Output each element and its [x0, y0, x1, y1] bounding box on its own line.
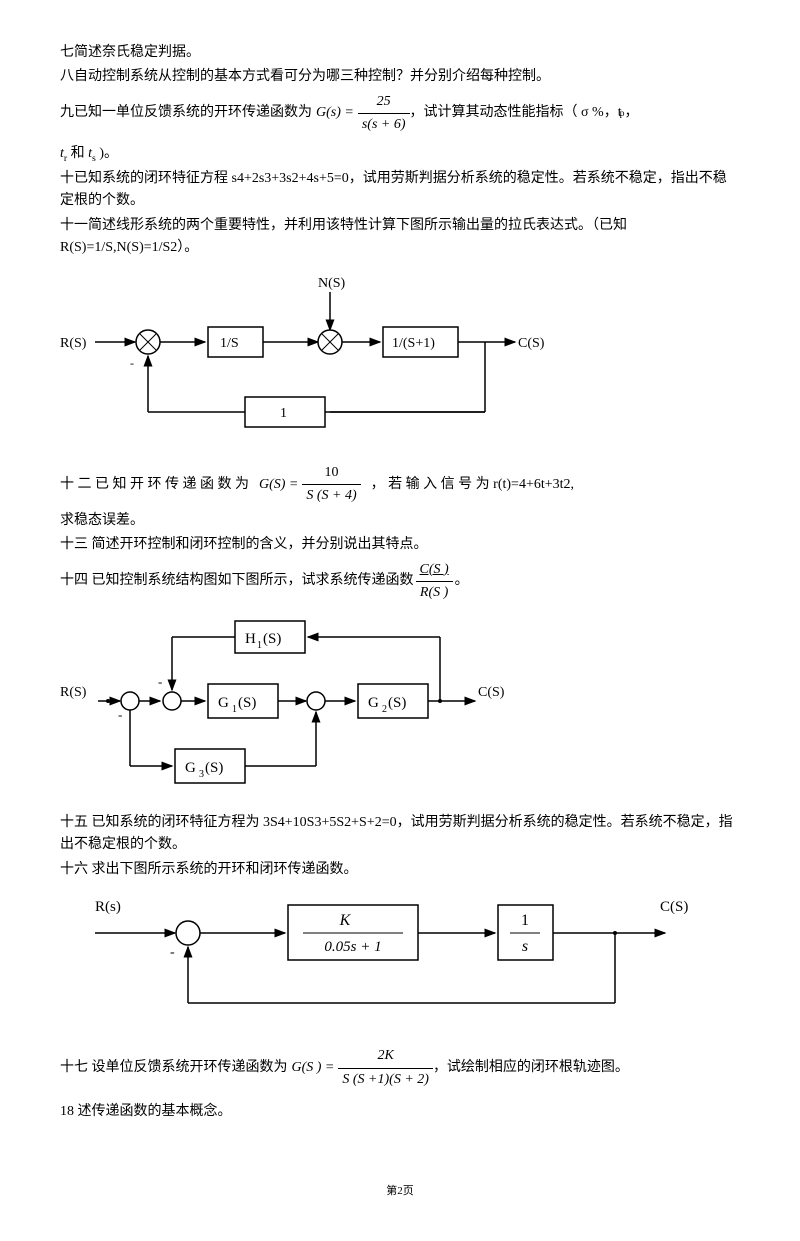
- q17-gs-label: G(S ) =: [292, 1057, 335, 1079]
- svg-text:-: -: [170, 945, 175, 960]
- q9-fraction: 25 s(s + 6): [358, 91, 410, 137]
- d2-rs-label: R(S): [60, 685, 87, 700]
- q8-text: 八自动控制系统从控制的基本方式看可分为哪三种控制？并分别介绍每种控制。: [60, 66, 740, 88]
- q9-line1: 九已知一单位反馈系统的开环传递函数为 G(s) = 25 s(s + 6) ，试…: [60, 91, 740, 137]
- q17-fraction: 2K S (S +1)(S + 2): [338, 1045, 433, 1091]
- q12-line1: 十 二 已 知 开 环 传 递 函 数 为 G(S) = 10 S (S + 4…: [60, 462, 740, 508]
- q13-text: 十三 简述开环控制和闭环控制的含义，并分别说出其特点。: [60, 534, 740, 556]
- q9-text-a: 九已知一单位反馈系统的开环传递函数为: [60, 102, 312, 124]
- q14-frac-den: R(S ): [416, 582, 453, 604]
- q9-sub-r: r: [64, 152, 67, 163]
- q14-fraction: C(S ) R(S ): [416, 559, 453, 605]
- svg-text:1: 1: [232, 704, 237, 715]
- page-footer: 第2页: [60, 1183, 740, 1201]
- diagram-1-svg: N(S) R(S) - 1/S 1/(S+1) C(S) 1: [60, 272, 560, 442]
- d3-cs-label: C(S): [660, 899, 688, 915]
- q9-text-b: ，试计算其动态性能指标（ σ %，t: [410, 102, 622, 124]
- q14-frac-num: C(S ): [416, 559, 453, 582]
- d3-rs-label: R(s): [95, 899, 121, 915]
- q14-text-a: 十四 已知控制系统结构图如下图所示，试求系统传递函数: [60, 570, 414, 592]
- q9-and: 和: [71, 146, 89, 161]
- q9-gs-label: G(s) =: [316, 102, 354, 124]
- diagram-2-svg: H 1 (S) - R(S) - G 1 (S) G 2 (S) C(S) G …: [60, 616, 520, 791]
- svg-text:(S): (S): [263, 631, 281, 647]
- d3-b1-num: K: [339, 912, 352, 929]
- q14-text-b: 。: [455, 570, 469, 592]
- d1-box2: 1/(S+1): [392, 336, 435, 351]
- d1-cs-label: C(S): [518, 336, 545, 351]
- svg-text:G: G: [185, 760, 196, 776]
- q10-text: 十已知系统的闭环特征方程 s4+2s3+3s2+4s+5=0，试用劳斯判据分析系…: [60, 168, 740, 213]
- q9-frac-den: s(s + 6): [358, 114, 410, 136]
- d2-cs-label: C(S): [478, 685, 505, 700]
- svg-text:(S): (S): [205, 760, 223, 776]
- q12-line2: 求稳态误差。: [60, 510, 740, 532]
- q12-fraction: 10 S (S + 4): [302, 462, 360, 508]
- d1-ns-label: N(S): [318, 276, 346, 291]
- q17-text-b: ，试绘制相应的闭环根轨迹图。: [433, 1057, 629, 1079]
- q12-frac-den: S (S + 4): [302, 485, 360, 507]
- q17-text-a: 十七 设单位反馈系统开环传递函数为: [60, 1057, 288, 1079]
- diagram-3: R(s) - K 0.05s + 1 1 s C(S): [60, 893, 740, 1031]
- q9-line2: tr 和 ts )。: [60, 143, 740, 166]
- q11-text: 十一简述线形系统的两个重要特性，并利用该特性计算下图所示输出量的拉氏表达式。（已…: [60, 215, 740, 260]
- svg-text:(S): (S): [238, 695, 256, 711]
- d1-box1: 1/S: [220, 336, 239, 351]
- q12-text-b: ， 若 输 入 信 号 为 r(t)=4+6t+3t2,: [371, 474, 574, 496]
- q18-text: 18 述传递函数的基本概念。: [60, 1101, 740, 1123]
- q12-frac-num: 10: [302, 462, 360, 485]
- q17-frac-den: S (S +1)(S + 2): [338, 1069, 433, 1091]
- q9-paren: )。: [99, 146, 118, 161]
- q15-text: 十五 已知系统的闭环特征方程为 3S4+10S3+5S2+S+2=0，试用劳斯判…: [60, 812, 740, 857]
- svg-text:-: -: [118, 707, 122, 722]
- svg-text:3: 3: [199, 769, 204, 780]
- svg-text:G: G: [368, 695, 379, 711]
- d3-b2-num: 1: [521, 912, 529, 929]
- d1-rs-label: R(S): [60, 336, 87, 351]
- q7-text: 七简述奈氏稳定判据。: [60, 42, 740, 64]
- d3-b1-den: 0.05s + 1: [324, 939, 381, 955]
- svg-text:-: -: [130, 356, 134, 370]
- q17-line: 十七 设单位反馈系统开环传递函数为 G(S ) = 2K S (S +1)(S …: [60, 1045, 740, 1091]
- q14-line: 十四 已知控制系统结构图如下图所示，试求系统传递函数 C(S ) R(S ) 。: [60, 559, 740, 605]
- d3-b2-den: s: [522, 938, 528, 955]
- q12-text-a: 十 二 已 知 开 环 传 递 函 数 为: [60, 474, 249, 496]
- q17-frac-num: 2K: [338, 1045, 433, 1068]
- svg-text:2: 2: [382, 704, 387, 715]
- q16-text: 十六 求出下图所示系统的开环和闭环传递函数。: [60, 859, 740, 881]
- q12-gs-label: G(S) =: [259, 474, 298, 496]
- svg-text:H: H: [245, 631, 256, 647]
- q9-text-c: ，: [625, 102, 639, 124]
- svg-text:1: 1: [257, 640, 262, 651]
- q9-frac-num: 25: [358, 91, 410, 114]
- d1-box3: 1: [280, 406, 287, 421]
- svg-text:G: G: [218, 695, 229, 711]
- diagram-3-svg: R(s) - K 0.05s + 1 1 s C(S): [60, 893, 700, 1023]
- diagram-2: H 1 (S) - R(S) - G 1 (S) G 2 (S) C(S) G …: [60, 616, 740, 799]
- q9-sub-s: s: [92, 152, 96, 163]
- svg-text:(S): (S): [388, 695, 406, 711]
- diagram-1: N(S) R(S) - 1/S 1/(S+1) C(S) 1: [60, 272, 740, 450]
- svg-text:-: -: [158, 674, 162, 689]
